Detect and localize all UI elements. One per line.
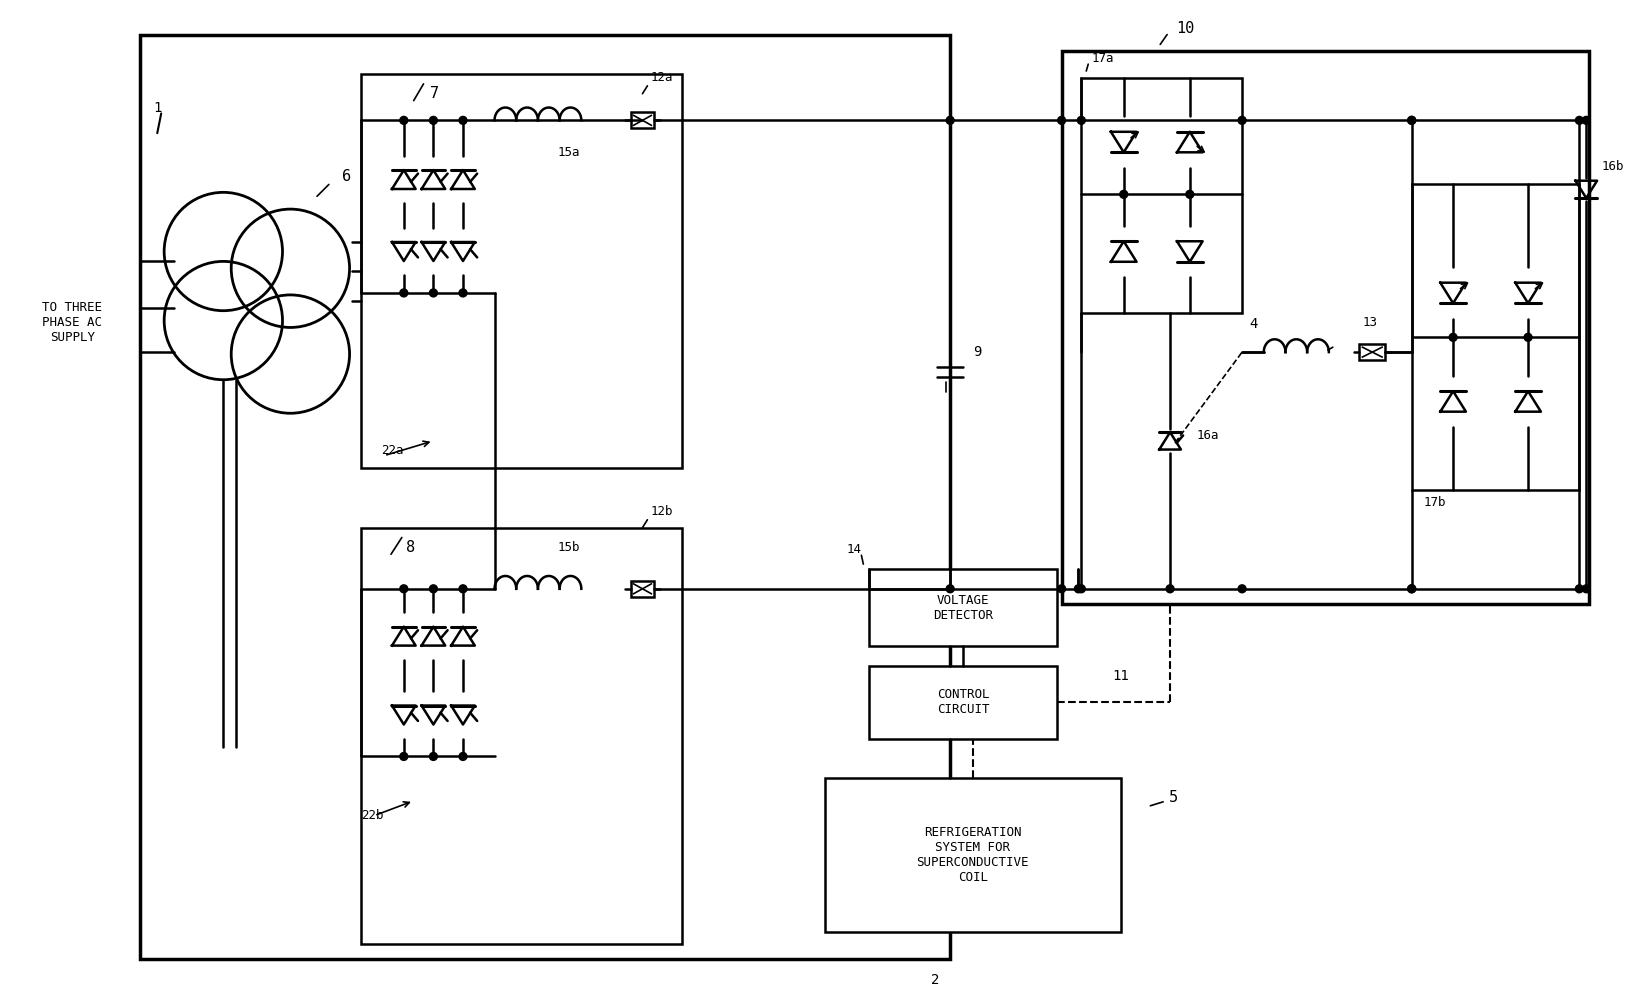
Circle shape xyxy=(1408,117,1416,125)
Text: 15a: 15a xyxy=(557,147,579,159)
Text: TO THREE
PHASE AC
SUPPLY: TO THREE PHASE AC SUPPLY xyxy=(43,301,103,344)
Circle shape xyxy=(1166,584,1174,593)
Circle shape xyxy=(1238,584,1246,593)
Circle shape xyxy=(399,289,408,297)
Text: 16b: 16b xyxy=(1601,160,1624,173)
Text: 2: 2 xyxy=(931,974,940,987)
Text: 17a: 17a xyxy=(1092,51,1113,64)
Circle shape xyxy=(1238,117,1246,125)
Circle shape xyxy=(458,289,467,297)
Text: 8: 8 xyxy=(406,540,414,555)
Bar xyxy=(869,666,1056,738)
Circle shape xyxy=(946,584,954,593)
Text: 16a: 16a xyxy=(1197,430,1220,443)
Circle shape xyxy=(1524,333,1532,341)
Circle shape xyxy=(429,117,437,125)
Text: 15b: 15b xyxy=(557,541,579,554)
Circle shape xyxy=(399,117,408,125)
Circle shape xyxy=(1185,190,1193,198)
Bar xyxy=(1359,344,1385,360)
Text: 6: 6 xyxy=(342,169,352,184)
Text: 5: 5 xyxy=(1169,791,1177,806)
Circle shape xyxy=(946,584,954,593)
Text: 22b: 22b xyxy=(362,809,385,822)
Circle shape xyxy=(1408,117,1416,125)
Bar xyxy=(825,779,1121,932)
Text: 17b: 17b xyxy=(1424,496,1445,508)
Bar xyxy=(869,569,1056,646)
Text: 12b: 12b xyxy=(652,505,673,518)
Bar xyxy=(362,528,683,944)
Circle shape xyxy=(946,117,954,125)
Text: 4: 4 xyxy=(1249,318,1259,332)
Circle shape xyxy=(458,117,467,125)
Circle shape xyxy=(1408,584,1416,593)
Text: 14: 14 xyxy=(846,543,861,556)
Circle shape xyxy=(1408,584,1416,593)
Bar xyxy=(630,580,655,597)
Circle shape xyxy=(458,584,467,593)
Circle shape xyxy=(1583,117,1590,125)
Circle shape xyxy=(1077,584,1085,593)
Circle shape xyxy=(1120,190,1128,198)
Text: 1: 1 xyxy=(154,101,162,115)
Bar xyxy=(1411,184,1580,490)
Circle shape xyxy=(399,752,408,761)
Circle shape xyxy=(429,289,437,297)
Bar xyxy=(139,34,949,959)
Text: VOLTAGE
DETECTOR: VOLTAGE DETECTOR xyxy=(933,594,994,622)
Circle shape xyxy=(1074,584,1082,593)
Text: 22a: 22a xyxy=(381,445,404,458)
Text: 10: 10 xyxy=(1175,21,1193,36)
Bar xyxy=(1082,77,1242,313)
Circle shape xyxy=(1575,584,1583,593)
Text: 12a: 12a xyxy=(652,71,673,85)
Text: 13: 13 xyxy=(1362,316,1378,329)
Circle shape xyxy=(429,752,437,761)
Circle shape xyxy=(1583,584,1590,593)
Circle shape xyxy=(458,752,467,761)
Circle shape xyxy=(1058,584,1066,593)
Circle shape xyxy=(429,584,437,593)
Text: 9: 9 xyxy=(974,345,982,359)
Text: CONTROL
CIRCUIT: CONTROL CIRCUIT xyxy=(936,688,989,716)
Circle shape xyxy=(1449,333,1457,341)
Circle shape xyxy=(1575,117,1583,125)
Circle shape xyxy=(1077,117,1085,125)
Circle shape xyxy=(399,584,408,593)
Bar xyxy=(362,74,683,469)
Text: 7: 7 xyxy=(431,87,440,102)
Text: 11: 11 xyxy=(1113,669,1130,683)
Circle shape xyxy=(1058,117,1066,125)
Bar xyxy=(630,113,655,128)
Text: REFRIGERATION
SYSTEM FOR
SUPERCONDUCTIVE
COIL: REFRIGERATION SYSTEM FOR SUPERCONDUCTIVE… xyxy=(917,826,1030,884)
Bar xyxy=(1062,51,1590,604)
